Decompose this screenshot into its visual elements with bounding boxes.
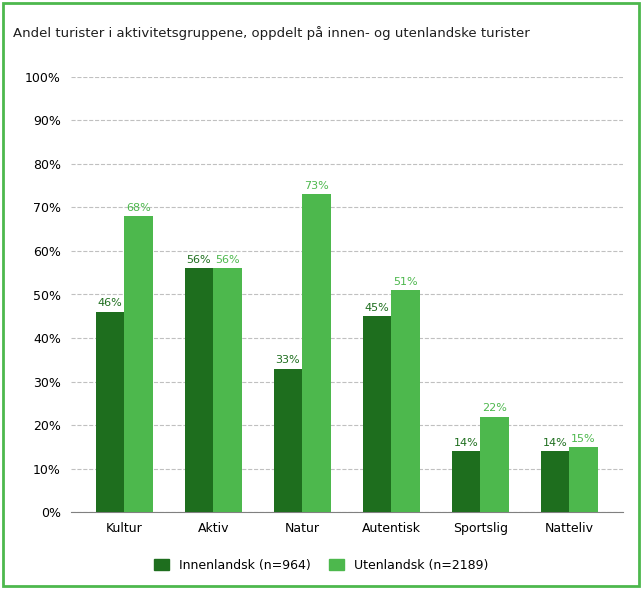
Text: 73%: 73% [304,181,329,191]
Text: 68%: 68% [126,203,151,213]
Bar [480,416,508,512]
Bar [391,290,420,512]
Text: 56%: 56% [187,255,211,265]
Text: 51%: 51% [393,277,418,287]
Bar [452,451,480,512]
Bar [569,447,598,512]
Text: 22%: 22% [482,403,507,413]
Text: Andel turister i aktivitetsgruppene, oppdelt på innen- og utenlandske turister: Andel turister i aktivitetsgruppene, opp… [13,27,530,41]
Bar [124,216,153,512]
Bar [273,369,302,512]
Bar [363,316,391,512]
Bar [96,312,124,512]
Text: 46%: 46% [98,299,123,309]
Text: 14%: 14% [453,438,478,448]
Text: 15%: 15% [571,434,596,444]
Legend: Innenlandsk (n=964), Utenlandsk (n=2189): Innenlandsk (n=964), Utenlandsk (n=2189) [148,554,494,577]
Text: 45%: 45% [365,303,389,313]
Bar [213,269,241,512]
Bar [302,194,331,512]
Text: 33%: 33% [275,355,300,365]
Bar [541,451,569,512]
Bar [185,269,213,512]
Text: 14%: 14% [542,438,568,448]
Text: 56%: 56% [215,255,239,265]
